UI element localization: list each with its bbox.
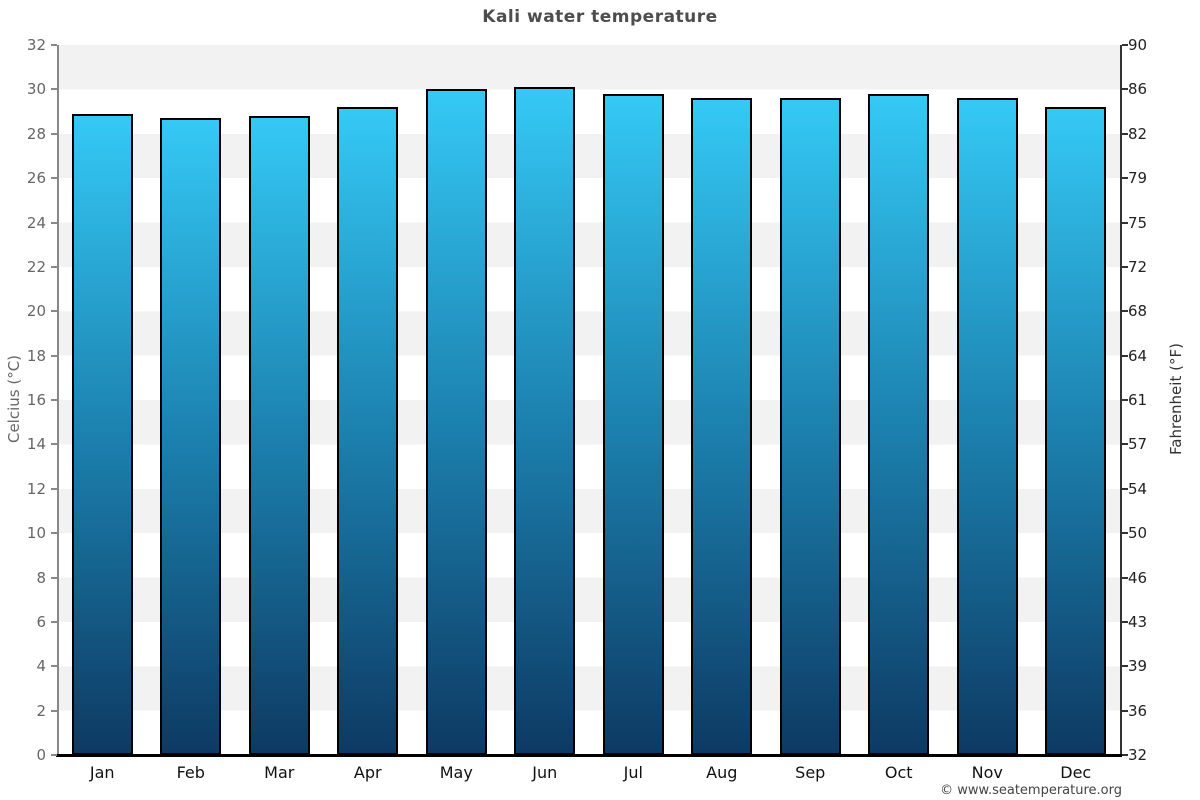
x-tick-label-may: May [439, 763, 473, 782]
celsius-tick-mark [51, 709, 57, 712]
celsius-tick-label: 18 [26, 346, 46, 365]
celsius-tick-label: 28 [26, 124, 46, 143]
bar-may [425, 89, 487, 755]
celsius-tick-label: 4 [36, 657, 46, 676]
fahrenheit-tick-mark [1121, 310, 1128, 313]
fahrenheit-tick-label: 90 [1128, 36, 1148, 54]
celsius-tick-mark [51, 576, 57, 579]
celsius-tick-label: 6 [36, 612, 46, 631]
bar-jan [71, 113, 133, 755]
fahrenheit-tick-mark [1121, 88, 1128, 91]
celsius-tick-mark [51, 354, 57, 357]
fahrenheit-tick-label: 72 [1128, 257, 1148, 276]
x-tick-label-jul: Jul [623, 763, 643, 782]
celsius-tick-label: 32 [26, 36, 46, 54]
fahrenheit-tick-label: 46 [1128, 568, 1148, 587]
celsius-tick-label: 14 [26, 435, 46, 454]
celsius-tick-mark [51, 487, 57, 490]
bar-nov [956, 98, 1018, 755]
fahrenheit-tick-mark [1121, 487, 1128, 490]
fahrenheit-tick-mark [1121, 354, 1128, 357]
celsius-tick-label: 26 [26, 169, 46, 188]
celsius-tick-label: 8 [36, 568, 46, 587]
bar-apr [337, 107, 399, 755]
x-tick-label-dec: Dec [1060, 763, 1092, 782]
fahrenheit-tick-mark [1121, 177, 1128, 180]
fahrenheit-tick-label: 82 [1128, 124, 1148, 143]
celsius-tick-label: 16 [26, 391, 46, 409]
fahrenheit-tick-mark [1121, 132, 1128, 135]
fahrenheit-tick-label: 50 [1128, 524, 1148, 543]
chart-title: Kali water temperature [482, 7, 718, 27]
fahrenheit-tick-mark [1121, 532, 1128, 535]
fahrenheit-tick-mark [1121, 265, 1128, 268]
bar-dec [1045, 107, 1107, 755]
x-tick-label-jan: Jan [89, 763, 115, 782]
fahrenheit-tick-label: 68 [1128, 302, 1148, 321]
celsius-tick-mark [51, 754, 57, 756]
x-tick-label-aug: Aug [706, 763, 738, 782]
bar-jun [514, 87, 576, 755]
x-tick-label-feb: Feb [176, 763, 205, 782]
x-axis-baseline [56, 753, 1122, 757]
fahrenheit-tick-label: 57 [1128, 435, 1148, 454]
celsius-tick-mark [51, 88, 57, 91]
celsius-tick-mark [51, 665, 57, 668]
fahrenheit-tick-label: 36 [1128, 701, 1148, 720]
fahrenheit-tick-mark [1121, 44, 1128, 46]
celsius-tick-mark [51, 399, 57, 401]
celsius-tick-mark [51, 177, 57, 180]
bar-feb [160, 118, 222, 755]
celsius-tick-label: 0 [36, 746, 46, 764]
bar-aug [691, 98, 753, 755]
fahrenheit-tick-mark [1121, 399, 1128, 401]
celsius-tick-label: 10 [26, 524, 46, 543]
fahrenheit-tick-label: 39 [1128, 657, 1148, 676]
celsius-tick-label: 24 [26, 213, 46, 232]
celsius-tick-mark [51, 620, 57, 623]
x-tick-label-nov: Nov [971, 763, 1003, 782]
celsius-tick-label: 30 [26, 80, 46, 99]
celsius-axis-line [56, 45, 59, 755]
fahrenheit-tick-label: 79 [1128, 169, 1148, 188]
fahrenheit-tick-label: 64 [1128, 346, 1148, 365]
fahrenheit-tick-mark [1121, 709, 1128, 712]
fahrenheit-tick-label: 54 [1128, 479, 1148, 498]
fahrenheit-tick-mark [1121, 665, 1128, 668]
celsius-tick-mark [51, 132, 57, 135]
fahrenheit-tick-mark [1121, 620, 1128, 623]
fahrenheit-tick-label: 86 [1128, 80, 1148, 99]
fahrenheit-axis-line [1120, 45, 1122, 757]
bar-oct [868, 93, 930, 755]
celsius-tick-label: 2 [36, 701, 46, 720]
x-tick-label-apr: Apr [353, 763, 382, 782]
fahrenheit-tick-label: 61 [1128, 391, 1148, 409]
fahrenheit-tick-label: 32 [1128, 746, 1148, 764]
fahrenheit-tick-mark [1121, 443, 1128, 446]
celsius-tick-mark [51, 310, 57, 313]
fahrenheit-tick-label: 75 [1128, 213, 1148, 232]
x-tick-label-jun: Jun [532, 763, 558, 782]
celsius-tick-label: 22 [26, 257, 46, 276]
fahrenheit-tick-label: 43 [1128, 612, 1148, 631]
celsius-tick-label: 20 [26, 302, 46, 321]
fahrenheit-tick-mark [1121, 576, 1128, 579]
x-tick-label-mar: Mar [264, 763, 295, 782]
copyright-footer: © www.seatemperature.org [940, 783, 1122, 798]
celsius-tick-mark [51, 265, 57, 268]
celsius-tick-mark [51, 443, 57, 446]
x-tick-label-oct: Oct [884, 763, 913, 782]
plot-area [58, 45, 1120, 755]
bar-sep [779, 98, 841, 755]
bar-jul [602, 93, 664, 755]
celsius-tick-mark [51, 532, 57, 535]
fahrenheit-tick-mark [1121, 754, 1128, 756]
celsius-tick-label: 12 [26, 479, 46, 498]
x-tick-label-sep: Sep [795, 763, 826, 782]
fahrenheit-tick-mark [1121, 221, 1128, 224]
celsius-tick-mark [51, 221, 57, 224]
bar-mar [248, 116, 310, 755]
celsius-tick-mark [51, 44, 57, 46]
